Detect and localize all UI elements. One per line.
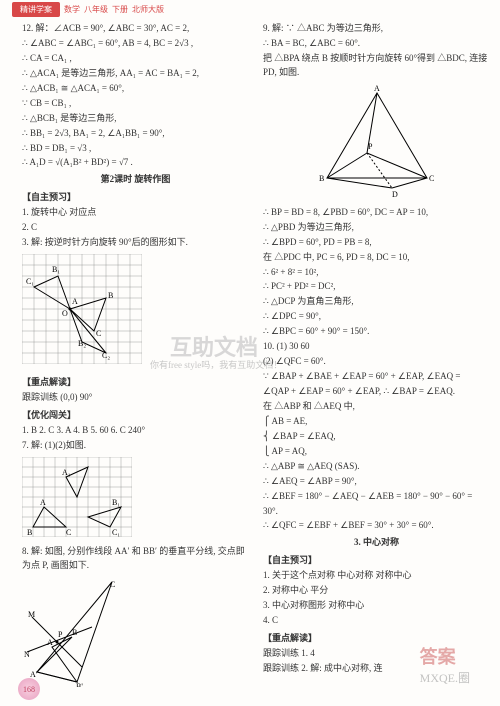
q12-line: ∴ BD = DB₁ = √3 , — [22, 142, 249, 156]
cont-line: ∴ △PBD 为等边三角形, — [263, 221, 490, 235]
perpendicular-bisector-figure: C M P N A' B' A B — [22, 577, 142, 687]
q9-line: 把 △BPA 绕点 B 按顺时针方向旋转 60°得到 △BDC, 连接 PD, … — [263, 52, 490, 80]
lesson2-title: 第2课时 旋转作图 — [22, 173, 249, 187]
section-zhongdian: 【重点解读】 — [22, 376, 249, 390]
cont-line: ∴ ∠BEF = 180° − ∠AEQ − ∠AEB = 180° − 90°… — [263, 490, 490, 504]
q12-line: 12. 解：∠ACB = 90°, ∠ABC = 30°, AC = 2, — [22, 22, 249, 36]
q12-line: ∴ △ACB₁ ≅ △ACA₁ = 60°, — [22, 82, 249, 96]
cont-line: ∴ ∠BPD = 60°, PD = PB = 8, — [263, 236, 490, 250]
cont-line: ∴ PC² + PD² = DC², — [263, 280, 490, 294]
cont-line: (2) ∠QFC = 60°. — [263, 355, 490, 369]
svg-text:A₁: A₁ — [62, 468, 71, 477]
cont-line: ∴ ∠AEQ = ∠ABP = 90°, — [263, 475, 490, 489]
watermark-sub: 你有free style吗，我有互助文档！ — [150, 358, 282, 371]
header-term: 下册 — [112, 4, 128, 15]
page-header: 精讲学案 数学 八年级 下册 北师大版 — [0, 0, 500, 18]
cont-line: 在 △ABP 和 △AEQ 中, — [263, 400, 490, 414]
svg-text:B: B — [72, 628, 77, 637]
cont-line: ∴ △ABP ≅ △AEQ (SAS). — [263, 460, 490, 474]
svg-text:A': A' — [30, 670, 38, 679]
yh-line: 7. 解: (1)(2)如图. — [22, 439, 249, 453]
cont-line: ∴ ∠DPC = 90°, — [263, 310, 490, 324]
svg-text:B₂: B₂ — [78, 339, 86, 348]
q12-line: ∴ CA = CA₁ , — [22, 52, 249, 66]
right-column: 9. 解: ∵ △ABC 为等边三角形, ∴ BA = BC, ∠ABC = 6… — [263, 22, 490, 694]
section-youhua: 【优化闯关】 — [22, 409, 249, 423]
svg-text:A: A — [40, 498, 46, 507]
svg-text:C: C — [66, 528, 71, 537]
q12-line: ∴ BB₁ = 2√3, BA₁ = 2, ∠A₁BB₁ = 90°, — [22, 127, 249, 141]
q12-line: ∴ △BCB₁ 是等边三角形, — [22, 112, 249, 126]
header-tab: 精讲学案 — [12, 2, 60, 17]
svg-text:C₁: C₁ — [26, 277, 34, 286]
svg-text:B: B — [319, 174, 324, 183]
zizhu-line: 1. 旋转中心 对应点 — [22, 206, 249, 220]
svg-text:P: P — [58, 630, 63, 639]
watermark-bottom: 答案 MXQE.圈 — [420, 643, 470, 686]
svg-text:A: A — [72, 297, 78, 306]
svg-text:B₁: B₁ — [52, 265, 60, 274]
svg-text:A: A — [374, 84, 380, 93]
q12-line: ∴ ∠ABC = ∠ABC₁ = 60°, AB = 4, BC = 2√3 , — [22, 37, 249, 51]
svg-text:O: O — [62, 309, 68, 318]
zd-line: 跟踪训练 (0,0) 90° — [22, 391, 249, 405]
page-number: 168 — [18, 678, 40, 700]
rotation-grid-figure: O B C A B₁ C₁ B₂ C₂ — [22, 254, 142, 364]
svg-text:D: D — [392, 190, 398, 199]
svg-text:C₁: C₁ — [112, 528, 120, 537]
svg-text:P: P — [368, 142, 373, 151]
wm-bottom-2: MXQE.圈 — [420, 671, 470, 685]
cont-line: ∴ △DCP 为直角三角形, — [263, 295, 490, 309]
zizhu-line: 3. 解: 按逆时针方向旋转 90°后的图形如下. — [22, 236, 249, 250]
cont-line: ∴ 6² + 8² = 10², — [263, 266, 490, 280]
cont-line: 10. (1) 30 60 — [263, 340, 490, 354]
r-zizhu-line: 1. 关于这个点对称 中心对称 对称中心 — [263, 569, 490, 583]
cont-line: ∴ ∠BPC = 60° + 90° = 150°. — [263, 325, 490, 339]
section3-title: 3. 中心对称 — [263, 536, 490, 550]
svg-text:C: C — [96, 329, 101, 338]
section-zizhu: 【自主预习】 — [22, 191, 249, 205]
cont-line: ⎧ AB = AE, — [263, 415, 490, 429]
grid-figure-2: A B C A₁ B₁ C₁ — [22, 457, 132, 537]
zizhu-line: 2. C — [22, 221, 249, 235]
q12-line: ∴ A₁D = √(A₁B² + BD²) = √7 . — [22, 156, 249, 170]
svg-text:C: C — [429, 174, 434, 183]
svg-text:A: A — [47, 638, 53, 647]
header-subject: 数学 — [64, 4, 80, 15]
cont-line: ⎨ ∠BAP = ∠EAQ, — [263, 430, 490, 444]
q8-line: 8. 解: 如图, 分别作线段 AA′ 和 BB′ 的垂直平分线, 交点即为点 … — [22, 545, 249, 573]
svg-text:C₂: C₂ — [102, 351, 110, 360]
svg-text:B₁: B₁ — [112, 498, 120, 507]
svg-text:N: N — [24, 650, 30, 659]
svg-text:B: B — [27, 528, 32, 537]
q9-line: ∴ BA = BC, ∠ABC = 60°. — [263, 37, 490, 51]
svg-text:C: C — [110, 580, 115, 589]
r-zizhu-line: 3. 中心对称图形 对称中心 — [263, 599, 490, 613]
cont-line: 30°. — [263, 505, 490, 519]
r-zizhu-line: 4. C — [263, 614, 490, 628]
svg-text:M: M — [28, 610, 35, 619]
q12-line: ∵ CB = CB₁ , — [22, 97, 249, 111]
cont-line: ∴ BP = BD = 8, ∠PBD = 60°, DC = AP = 10, — [263, 206, 490, 220]
triangle-rotation-figure: A B C P D — [312, 83, 442, 203]
r-section-zizhu: 【自主预习】 — [263, 554, 490, 568]
svg-text:B: B — [108, 291, 113, 300]
cont-line: ∵ ∠BAP + ∠BAE + ∠EAP = 60° + ∠EAP, ∠EAQ … — [263, 370, 490, 384]
cont-line: ⎩ AP = AQ, — [263, 445, 490, 459]
header-grade: 八年级 — [84, 4, 108, 15]
cont-line: 在 △PDC 中, PC = 6, PD = 8, DC = 10, — [263, 251, 490, 265]
r-zizhu-line: 2. 对称中心 平分 — [263, 584, 490, 598]
cont-line: ∠QAP + ∠EAP = 60° + ∠EAP, ∴ ∠BAP = ∠EAQ. — [263, 385, 490, 399]
svg-text:B': B' — [76, 682, 83, 687]
header-pub: 北师大版 — [132, 4, 164, 15]
q12-line: ∴ △ACA₁ 是等边三角形, AA₁ = AC = BA₁ = 2, — [22, 67, 249, 81]
yh-line: 1. B 2. C 3. A 4. B 5. 60 6. C 240° — [22, 424, 249, 438]
q9-line: 9. 解: ∵ △ABC 为等边三角形, — [263, 22, 490, 36]
cont-line: ∴ ∠QFC = ∠EBF + ∠BEF = 30° + 30° = 60°. — [263, 519, 490, 533]
wm-bottom-1: 答案 — [420, 647, 456, 667]
